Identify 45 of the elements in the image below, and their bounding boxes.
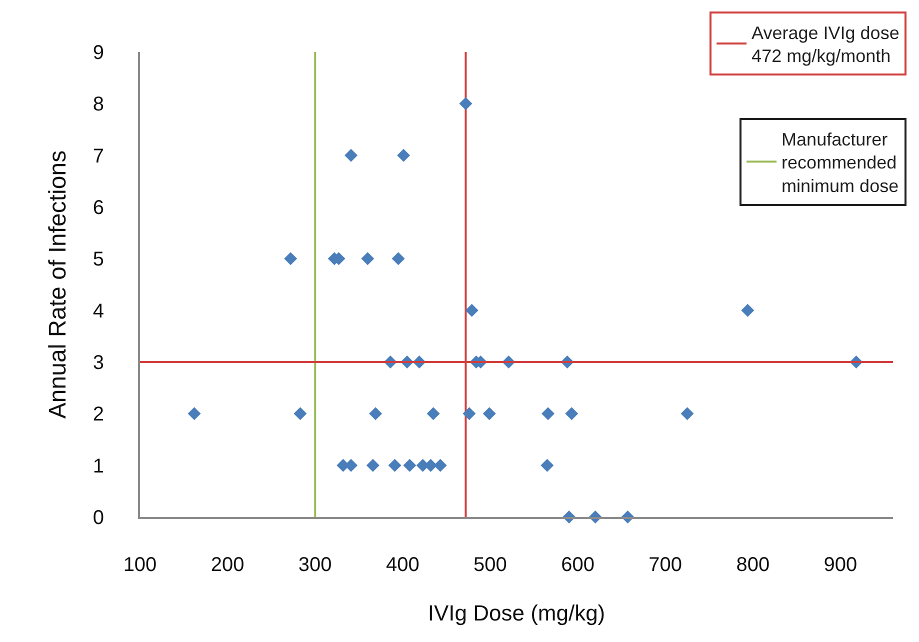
y-tick-label: 6 — [92, 197, 104, 219]
point — [434, 458, 447, 472]
point — [294, 407, 307, 420]
legend-label: Average IVIg dose 472 mg/kg/month — [752, 22, 900, 66]
x-tick-label: 500 — [474, 554, 507, 576]
point — [361, 252, 374, 266]
point — [462, 407, 476, 420]
point — [392, 252, 405, 266]
x-tick-label: 400 — [386, 554, 420, 576]
y-tick-label: 4 — [92, 300, 104, 322]
point — [284, 252, 298, 266]
point — [403, 458, 416, 472]
point — [542, 407, 555, 420]
y-tick-label: 7 — [92, 145, 104, 168]
y-axis-title: Annual Rate of Infections — [44, 150, 72, 419]
point — [565, 407, 578, 420]
x-tick-label: 900 — [824, 554, 858, 576]
point — [369, 407, 382, 420]
y-tick-label: 5 — [92, 248, 104, 271]
point — [680, 407, 694, 420]
x-tick-label: 800 — [736, 554, 770, 576]
x-tick-label: 200 — [210, 554, 244, 576]
x-tick-label: 300 — [298, 554, 332, 576]
x-tick-label: 100 — [123, 554, 157, 576]
y-tick-label: 9 — [92, 42, 104, 64]
point — [540, 458, 554, 472]
point — [388, 458, 402, 472]
point — [465, 304, 478, 317]
point — [188, 407, 201, 420]
y-tick-label: 3 — [92, 352, 104, 374]
point — [397, 148, 410, 162]
x-tick-label: 700 — [648, 554, 682, 576]
y-tick-label: 8 — [92, 94, 104, 116]
x-tick-label: 600 — [561, 554, 594, 576]
y-tick-label: 2 — [92, 404, 104, 426]
y-tick-label: 0 — [92, 507, 104, 529]
point — [426, 407, 440, 420]
point — [741, 304, 754, 317]
point — [482, 407, 496, 420]
point — [459, 97, 472, 110]
point — [344, 148, 358, 162]
x-axis-title: IVIg Dose (mg/kg) — [428, 600, 606, 626]
point — [366, 458, 380, 472]
legend-label: Manufacturer recommended minimum dose — [782, 129, 899, 196]
y-tick-label: 1 — [92, 455, 104, 478]
